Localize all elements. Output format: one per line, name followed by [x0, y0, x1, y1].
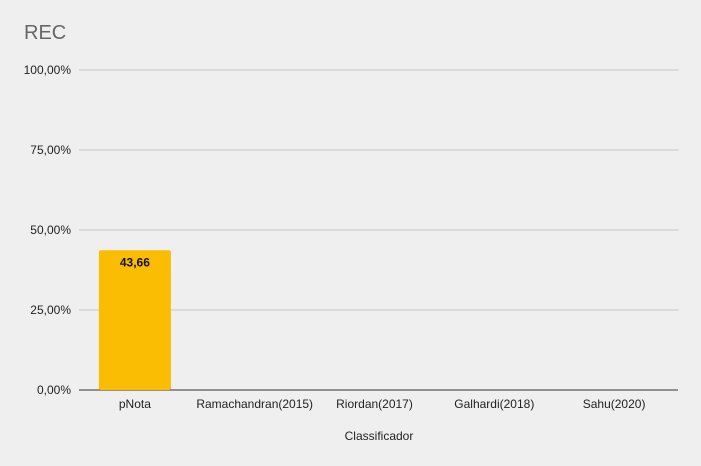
x-tick-label: Galhardi(2018)	[454, 397, 534, 411]
x-tick-label: Riordan(2017)	[336, 397, 413, 411]
bar-pnota	[98, 250, 171, 390]
x-axis-label: Classificador	[345, 429, 414, 443]
data-label: 43,66	[120, 255, 150, 269]
gridlines	[79, 69, 678, 391]
data-labels: 43,66	[120, 255, 150, 269]
y-tick-label: 25,00%	[30, 303, 71, 317]
x-axis-tick-labels: pNota Ramachandran(2015) Riordan(2017) Galh…	[119, 397, 646, 411]
chart-title: REC	[24, 22, 67, 44]
bars	[98, 250, 171, 390]
x-tick-label: pNota	[119, 397, 151, 411]
y-tick-label: 50,00%	[30, 223, 71, 237]
y-tick-label: 0,00%	[37, 383, 71, 397]
y-tick-label: 75,00%	[30, 143, 71, 157]
x-tick-label: Ramachandran(2015)	[196, 397, 313, 411]
y-tick-label: 100,00%	[24, 63, 72, 77]
x-tick-label: Sahu(2020)	[583, 397, 646, 411]
y-axis-tick-labels: 0,00% 25,00% 50,00% 75,00% 100,00%	[24, 63, 72, 397]
